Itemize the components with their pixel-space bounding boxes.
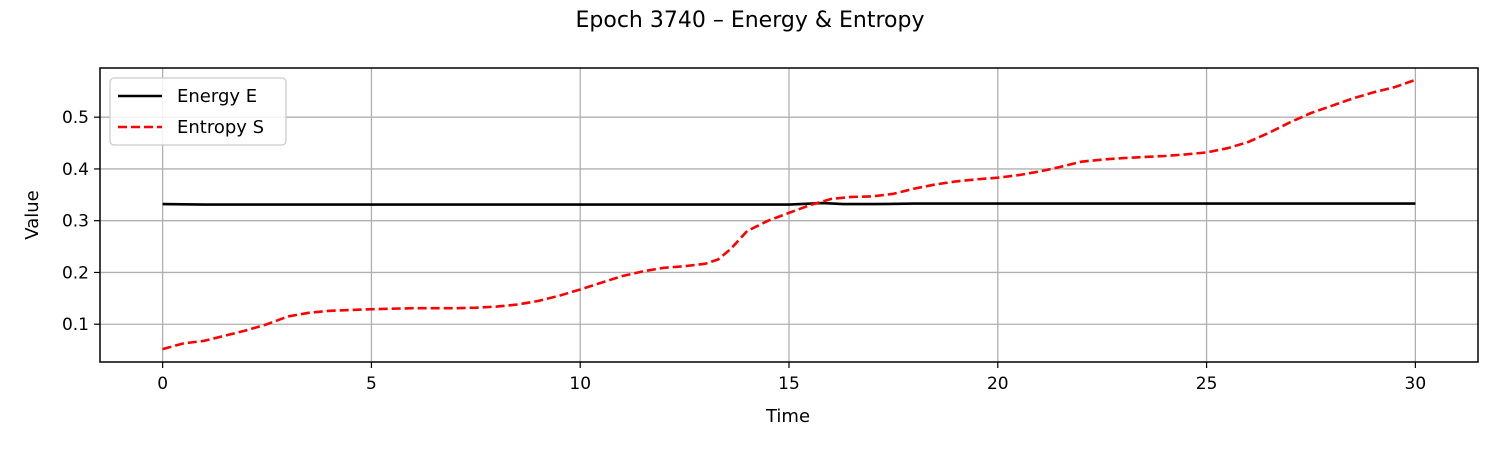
chart-title: Epoch 3740 – Energy & Entropy: [576, 8, 925, 33]
x-tick-label: 0: [157, 374, 168, 394]
x-tick-label: 30: [1405, 374, 1427, 394]
legend: Energy E Entropy S: [109, 77, 287, 146]
legend-label-energy: Energy E: [177, 86, 257, 107]
x-tick-label: 5: [366, 374, 377, 394]
y-axis-label: Value: [22, 190, 43, 239]
x-tick-label: 10: [569, 374, 591, 394]
x-tick-label: 20: [987, 374, 1009, 394]
y-tick-label: 0.2: [62, 263, 89, 283]
y-tick-label: 0.5: [62, 108, 89, 128]
entropy-series-line: [162, 78, 1416, 351]
series-layer: [162, 78, 1416, 351]
grid-layer: [100, 68, 1478, 362]
y-tick-label: 0.3: [62, 212, 89, 232]
x-axis-label: Time: [765, 406, 810, 427]
energy-series-line: [162, 201, 1416, 206]
y-tick-label: 0.4: [62, 160, 89, 180]
x-tick-label: 25: [1196, 374, 1218, 394]
x-tick-label: 15: [778, 374, 800, 394]
tick-layer: 0 5 10 15 20 25 30 0.1 0.2 0.3 0.4 0.5: [62, 108, 1426, 394]
y-tick-label: 0.1: [62, 315, 89, 335]
legend-label-entropy: Entropy S: [177, 117, 264, 138]
